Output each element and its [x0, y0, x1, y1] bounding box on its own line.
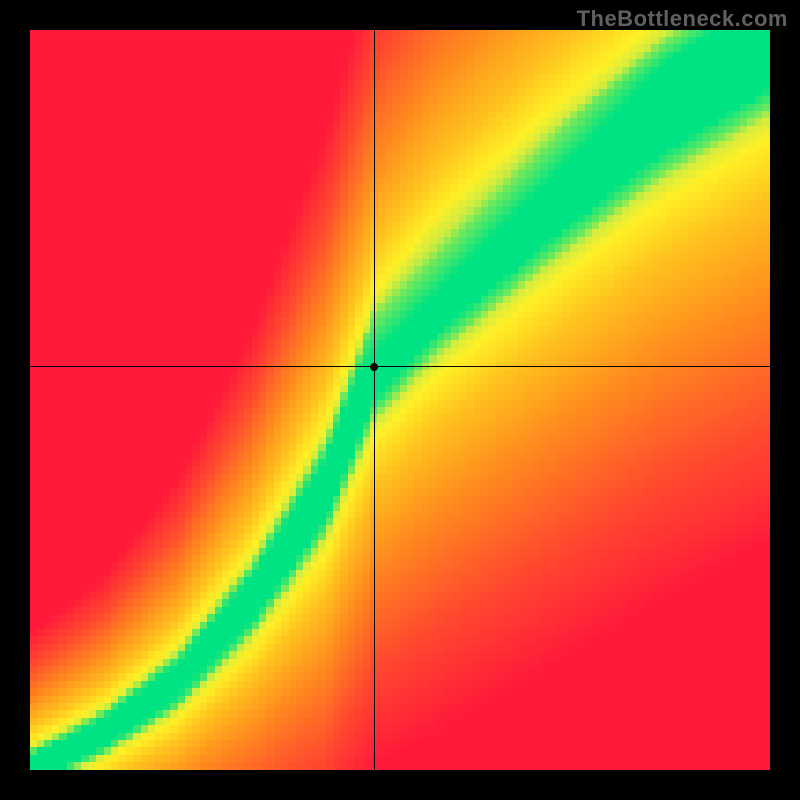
crosshair-marker — [370, 363, 378, 371]
chart-container: TheBottleneck.com — [0, 0, 800, 800]
crosshair-vertical — [374, 30, 375, 770]
watermark-text: TheBottleneck.com — [577, 6, 788, 32]
crosshair-horizontal — [30, 366, 770, 367]
heatmap-canvas — [30, 30, 770, 770]
